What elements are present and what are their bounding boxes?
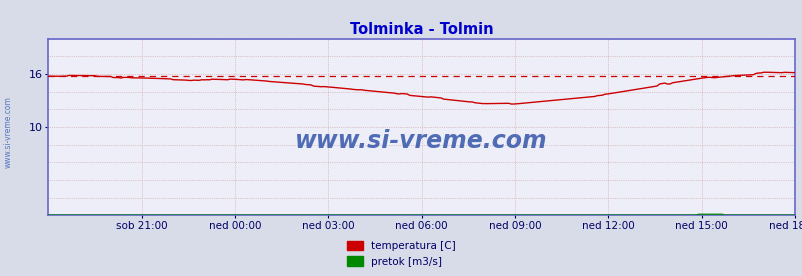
Text: www.si-vreme.com: www.si-vreme.com xyxy=(295,129,547,153)
Text: www.si-vreme.com: www.si-vreme.com xyxy=(3,97,13,168)
Legend: temperatura [C], pretok [m3/s]: temperatura [C], pretok [m3/s] xyxy=(342,237,460,271)
Title: Tolminka - Tolmin: Tolminka - Tolmin xyxy=(350,22,492,38)
